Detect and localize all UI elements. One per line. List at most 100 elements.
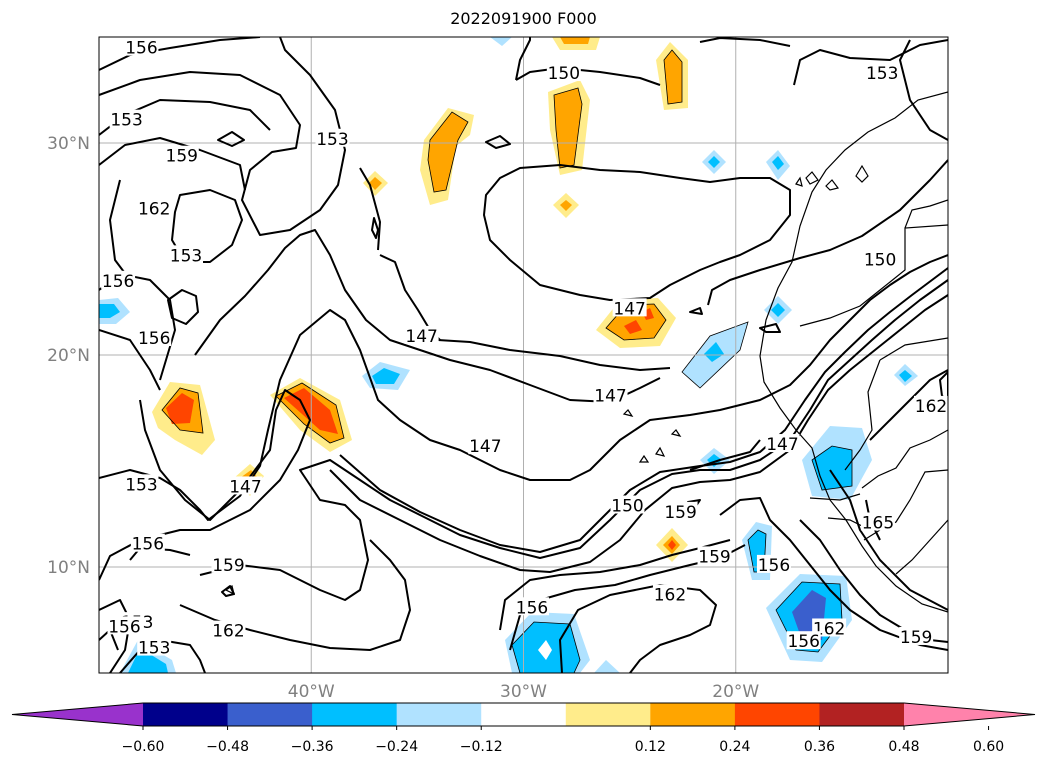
contour-label-bg — [101, 270, 136, 289]
lon-tick-label: 30°W — [500, 682, 547, 702]
contour-label: 162 — [654, 586, 686, 606]
height-contour — [939, 371, 948, 401]
height-contour — [109, 179, 131, 281]
contour-label: 153 — [866, 64, 898, 84]
contour-label-bg — [315, 128, 350, 147]
contour-label-bg — [404, 325, 439, 344]
colorbar-tick-label: −0.24 — [375, 739, 418, 755]
height-contour — [437, 339, 671, 371]
contour-label-bg — [610, 495, 645, 514]
lon-tick-label: 20°W — [712, 682, 759, 702]
colorbar-segment — [312, 703, 398, 726]
country-border — [827, 517, 867, 529]
contour-label: 159 — [166, 147, 198, 167]
contour-label-bg — [593, 385, 628, 404]
colorbar-segment — [143, 703, 229, 726]
contour-label: 156 — [787, 632, 819, 652]
contour-label-bg — [860, 512, 895, 531]
contour-label: 162 — [212, 622, 244, 642]
lat-tick-label: 20°N — [47, 346, 90, 366]
colorbar-tick-label: −0.48 — [206, 739, 249, 755]
contour-label: 159 — [698, 547, 730, 567]
contour-label: 159 — [212, 556, 244, 576]
height-contour — [119, 639, 206, 673]
contour-label: 147 — [594, 386, 626, 406]
contour-label: 156 — [102, 272, 134, 292]
negative-anomaly-patch — [771, 303, 785, 317]
lon-tick-label: 40°W — [288, 682, 335, 702]
contour-label-bg — [137, 198, 172, 217]
contour-label-bg — [663, 501, 698, 520]
height-contour — [559, 584, 717, 673]
contour-label: 153 — [316, 130, 348, 150]
colorbar-tick-label: 0.60 — [973, 739, 1004, 755]
height-contour — [99, 37, 261, 71]
positive-anomaly-patch — [166, 393, 194, 424]
contour-label: 159 — [664, 503, 696, 523]
height-contour — [99, 137, 246, 191]
colorbar-tick-label: −0.36 — [291, 739, 334, 755]
country-border — [895, 519, 948, 575]
shading-outline — [811, 445, 853, 491]
country-border — [861, 429, 948, 489]
colorbar-segment — [227, 703, 313, 726]
positive-anomaly-patch — [624, 320, 642, 334]
contour-label-bg — [899, 626, 934, 645]
negative-anomaly-patch — [490, 37, 512, 46]
contour-label-bg — [756, 554, 791, 573]
colorbar-tick-label: −0.12 — [460, 739, 503, 755]
height-contour — [699, 37, 791, 47]
lat-tick-label: 10°N — [47, 558, 90, 578]
contour-label: 153 — [110, 111, 142, 131]
negative-anomaly-patch — [594, 660, 620, 673]
contour-label: 156 — [125, 39, 157, 59]
colorbar: −0.60 −0.48 −0.36 −0.24 −0.12 0.12 0.24 0.36 0.4… — [11, 702, 1036, 755]
country-border — [844, 359, 881, 471]
contour-label-bg — [164, 145, 199, 164]
contour-labels: 1561531591621531561561531471501471471471… — [101, 37, 948, 659]
contour-label-bg — [863, 249, 898, 268]
shading-outline — [427, 111, 469, 193]
negative-anomaly-patch — [99, 304, 120, 318]
colorbar-segment — [734, 703, 820, 726]
contour-label: 162 — [813, 619, 845, 639]
positive-anomaly-patch — [560, 37, 590, 44]
height-contour — [99, 329, 161, 391]
positive-anomaly-patch — [664, 50, 682, 104]
island-outline — [655, 446, 666, 457]
island-outline — [855, 164, 869, 183]
colorbar-segment — [819, 703, 905, 726]
contour-label-bg — [697, 546, 732, 565]
height-contour — [217, 131, 245, 147]
positive-anomaly-patch — [369, 177, 382, 190]
contour-label-bg — [468, 436, 503, 455]
colorbar-upper-extend — [904, 703, 1035, 726]
positive-anomaly-patch — [668, 540, 676, 550]
contour-label: 147 — [229, 477, 261, 497]
colorbar-segment — [481, 703, 567, 726]
height-contour — [221, 585, 235, 597]
contour-label-bg — [914, 395, 948, 414]
contour-label: 156 — [132, 535, 164, 555]
contour-label-bg — [137, 637, 172, 656]
contour-label-bg — [765, 434, 800, 453]
negative-anomaly-patch — [372, 368, 400, 384]
contour-label: 153 — [170, 246, 202, 266]
contour-label: 156 — [516, 598, 548, 618]
height-contour — [869, 369, 948, 441]
negative-anomaly-patch — [538, 640, 552, 660]
plot-area: 1561531591621531561561531471501471471471… — [99, 37, 948, 673]
height-contour — [829, 469, 948, 611]
country-border — [809, 493, 861, 501]
height-contour — [759, 323, 781, 333]
contour-label: 147 — [766, 435, 798, 455]
contour-label-bg — [137, 328, 172, 347]
island-outline — [638, 454, 650, 463]
contour-label: 156 — [758, 556, 790, 576]
contour-label-bg — [124, 37, 159, 56]
contour-label-bg — [211, 620, 246, 639]
negative-anomaly-patch — [708, 156, 720, 168]
colorbar-tick-label: 0.12 — [635, 739, 666, 755]
contour-label-bg — [107, 616, 142, 635]
island-outline — [795, 176, 803, 187]
